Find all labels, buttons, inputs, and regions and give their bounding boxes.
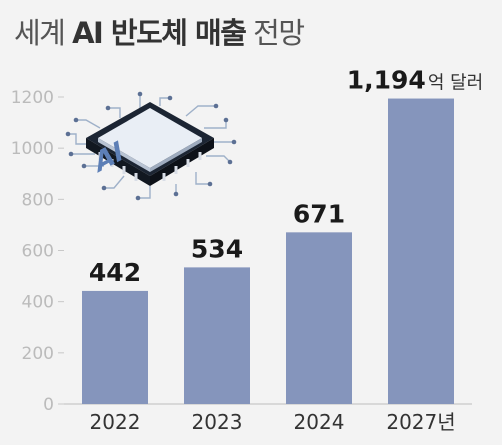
x-tick-label: 2024 [294, 410, 345, 434]
y-tick-label: 1000 [11, 139, 54, 159]
title-bold: AI 반도체 매출 [72, 16, 247, 50]
y-tick-label: 600 [22, 242, 54, 262]
bars [82, 98, 454, 404]
ai-chip-icon: AI [65, 91, 237, 201]
y-tick-label: 1200 [11, 88, 54, 108]
y-tick-label: 0 [43, 395, 54, 415]
bar [184, 267, 250, 404]
x-tick-label: 2022 [90, 410, 141, 434]
y-tick-label: 800 [22, 190, 54, 210]
bar-value-label: 1,194 억 달러 [347, 66, 483, 95]
bar-value-label: 442 [89, 258, 141, 287]
x-tick-label: 2023 [192, 410, 243, 434]
title-prefix: 세계 [14, 16, 66, 50]
bar [388, 98, 454, 404]
value-labels: 442 534 671 1,194 억 달러 [89, 66, 483, 287]
y-tick-label: 400 [22, 293, 54, 313]
x-axis: 2022 2023 2024 2027년 [90, 410, 456, 434]
bar-value-label: 671 [293, 199, 345, 228]
x-tick-label: 2027년 [386, 410, 455, 434]
y-axis: 0 200 400 600 800 1000 1200 [11, 88, 64, 415]
bar-value-label: 534 [191, 234, 243, 263]
bar [286, 232, 352, 404]
value-unit: 억 달러 [428, 73, 483, 94]
bar [82, 290, 148, 404]
title-suffix: 전망 [253, 16, 305, 50]
chart-title: 세계 AI 반도체 매출 전망 [14, 10, 305, 52]
y-tick-label: 200 [22, 344, 54, 364]
